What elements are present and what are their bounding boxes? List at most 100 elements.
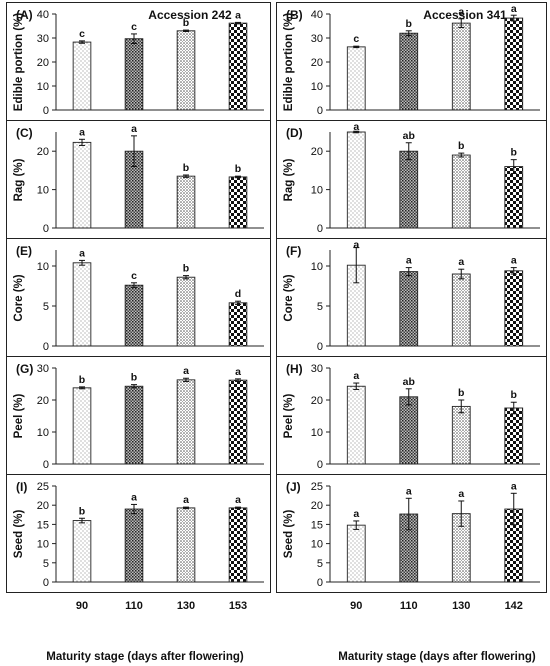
- y-tick-label: 25: [37, 481, 49, 493]
- panel-label: (D): [286, 126, 303, 140]
- significance-letter: a: [183, 365, 189, 377]
- significance-letter: c: [131, 270, 137, 282]
- panel-label: (H): [286, 362, 303, 376]
- panel-i: 0 5 10 15 20 25 Seed (%) (I) b a a a: [6, 474, 271, 593]
- x-tick-label: 110: [125, 600, 143, 612]
- bar: [504, 270, 524, 347]
- y-tick-label: 0: [317, 105, 323, 117]
- y-tick-label: 40: [311, 9, 323, 21]
- x-tick-label: 110: [400, 600, 418, 612]
- y-tick-label: 10: [311, 427, 323, 439]
- y-tick-label: 0: [43, 223, 49, 235]
- panel-d: 0 10 20 Rag (%) (D) a ab b b: [276, 120, 547, 239]
- y-tick-label: 10: [37, 185, 49, 197]
- significance-letter: c: [353, 33, 359, 45]
- x-tick-label: 90: [350, 600, 362, 612]
- panel-b: 0 10 20 30 40 Edible portion (%)(B) Accession …: [276, 2, 547, 121]
- significance-letter: b: [79, 374, 85, 386]
- bar: [176, 30, 196, 111]
- y-axis-label: Core (%): [13, 274, 25, 321]
- y-tick-label: 30: [37, 363, 49, 375]
- y-axis-label: Edible portion (%): [13, 13, 25, 112]
- significance-letter: a: [79, 126, 85, 138]
- y-tick-label: 20: [311, 146, 323, 158]
- panel-g: 0 10 20 30 Peel (%) (G) b b a a: [6, 356, 271, 475]
- significance-letter: b: [131, 372, 137, 384]
- y-tick-label: 0: [317, 223, 323, 235]
- y-axis-label: Rag (%): [283, 158, 295, 201]
- significance-letter: a: [458, 488, 464, 500]
- y-tick-label: 30: [311, 33, 323, 45]
- panel-frame: [6, 474, 271, 593]
- significance-letter: c: [79, 28, 85, 40]
- y-tick-label: 10: [37, 539, 49, 551]
- y-axis-label: Core (%): [283, 274, 295, 321]
- significance-letter: ab: [403, 376, 415, 388]
- panel-label: (F): [286, 244, 301, 258]
- y-tick-label: 30: [311, 363, 323, 375]
- significance-letter: a: [131, 491, 137, 503]
- panel-e: 0 5 10 Core (%) (E) a c b d: [6, 238, 271, 357]
- y-axis-label: Seed (%): [13, 510, 25, 559]
- bar: [346, 385, 366, 465]
- significance-letter: a: [458, 6, 464, 18]
- bar: [504, 166, 524, 229]
- y-tick-label: 20: [311, 395, 323, 407]
- y-tick-label: 15: [311, 519, 323, 531]
- panel-c: 0 10 20 Rag (%) (C) a a b b: [6, 120, 271, 239]
- bar: [228, 176, 248, 229]
- bar: [176, 379, 196, 465]
- bar: [451, 273, 471, 347]
- significance-letter: b: [183, 17, 189, 29]
- significance-letter: a: [353, 508, 359, 520]
- significance-letter: a: [183, 494, 189, 506]
- panel-label: (E): [16, 244, 32, 258]
- significance-letter: a: [235, 494, 241, 506]
- x-tick-label: 130: [452, 600, 470, 612]
- bar: [124, 38, 144, 111]
- y-tick-label: 10: [311, 81, 323, 93]
- x-tick-label: 153: [229, 600, 247, 612]
- y-tick-label: 20: [37, 395, 49, 407]
- y-tick-label: 5: [317, 558, 323, 570]
- bar: [399, 150, 419, 229]
- y-tick-label: 40: [37, 9, 49, 21]
- significance-letter: a: [235, 366, 241, 378]
- bar: [346, 524, 366, 583]
- y-tick-label: 10: [311, 261, 323, 273]
- y-tick-label: 0: [43, 341, 49, 353]
- panel-frame: [276, 474, 547, 593]
- bar: [346, 46, 366, 111]
- x-tick-label: 90: [76, 600, 88, 612]
- y-tick-label: 5: [43, 301, 49, 313]
- y-tick-label: 0: [43, 459, 49, 471]
- bar: [228, 507, 248, 583]
- bar: [399, 32, 419, 111]
- bar: [176, 507, 196, 583]
- y-tick-label: 0: [317, 341, 323, 353]
- bar: [228, 379, 248, 465]
- y-axis-label: Seed (%): [283, 510, 295, 559]
- significance-letter: b: [511, 389, 517, 401]
- bar: [228, 22, 248, 111]
- y-tick-label: 0: [43, 105, 49, 117]
- panel-title: Accession 341: [423, 8, 507, 22]
- y-tick-label: 5: [43, 558, 49, 570]
- panel-j: 0 5 10 15 20 25 Seed (%) (J) a a a a: [276, 474, 547, 593]
- significance-letter: a: [406, 485, 412, 497]
- y-axis-label: Peel (%): [13, 393, 25, 438]
- bar: [504, 407, 524, 465]
- y-tick-label: 10: [311, 539, 323, 551]
- panel-a: 0 10 20 30 40 Edible portion (%)(A) Accession …: [6, 2, 271, 121]
- significance-letter: d: [235, 288, 241, 300]
- bar: [124, 385, 144, 465]
- panel-label: (I): [16, 480, 27, 494]
- bar: [72, 520, 92, 583]
- significance-letter: a: [235, 9, 241, 21]
- y-tick-label: 25: [311, 481, 323, 493]
- significance-letter: ab: [403, 130, 415, 142]
- y-tick-label: 5: [317, 301, 323, 313]
- x-tick-label: 130: [177, 600, 195, 612]
- y-tick-label: 20: [37, 146, 49, 158]
